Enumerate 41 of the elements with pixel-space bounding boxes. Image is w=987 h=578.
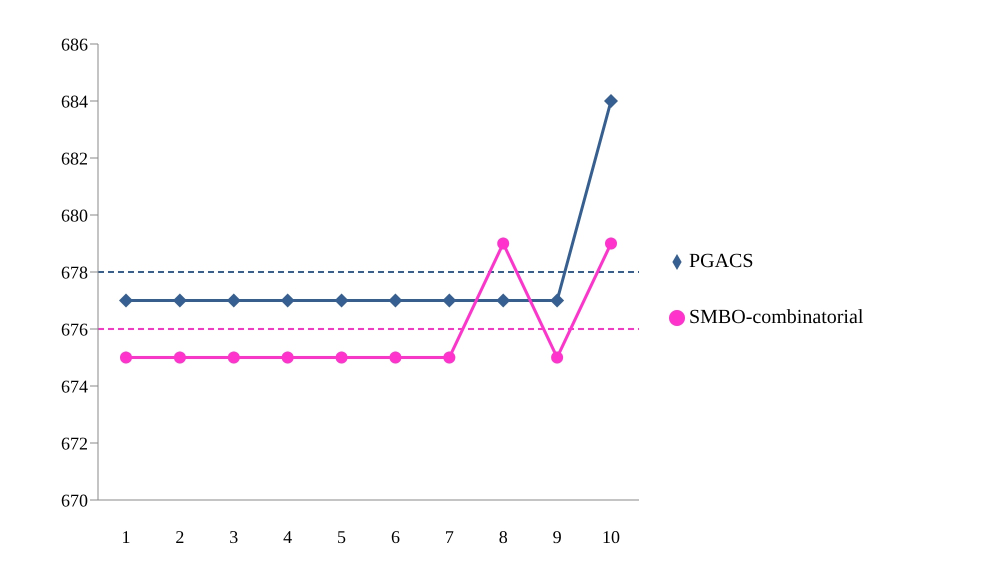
- x-tick-label: 3: [229, 526, 238, 547]
- point: [442, 294, 456, 308]
- point: [336, 352, 348, 364]
- point: [120, 352, 132, 364]
- point: [334, 294, 349, 308]
- y-tick-label: 676: [61, 319, 88, 340]
- y-tick-label: 682: [61, 148, 88, 168]
- point: [604, 94, 618, 108]
- y-tick-label: 672: [61, 433, 88, 454]
- y-tick-label: 684: [61, 91, 88, 112]
- point: [605, 238, 617, 250]
- point: [443, 352, 456, 364]
- x-tick-label: 7: [444, 526, 454, 547]
- x-tick-label: 6: [390, 526, 400, 547]
- point: [226, 294, 241, 308]
- point: [228, 352, 240, 364]
- point: [172, 294, 187, 308]
- point: [174, 352, 186, 364]
- point: [496, 294, 510, 308]
- x-tick-label: 10: [602, 526, 620, 547]
- legend-label: SMBO-combinatorial: [689, 306, 864, 328]
- x-tick-label: 2: [175, 526, 184, 547]
- x-tick-label: 5: [337, 526, 346, 547]
- point: [550, 294, 564, 308]
- x-tick-label: 9: [552, 526, 562, 547]
- x-tick-label: 1: [122, 526, 130, 547]
- y-tick-label: 674: [61, 376, 88, 396]
- y-tick-label: 680: [61, 205, 88, 226]
- point: [280, 294, 295, 308]
- y-tick-label: 678: [61, 262, 88, 282]
- point: [282, 352, 294, 364]
- point: [497, 238, 510, 250]
- point: [389, 352, 402, 364]
- point: [388, 294, 402, 308]
- y-tick-label: 670: [61, 490, 88, 510]
- y-tick-label: 686: [61, 34, 88, 54]
- x-tick-label: 4: [283, 526, 292, 547]
- legend-label: PGACS: [689, 250, 754, 272]
- x-tick-label: 8: [498, 526, 508, 547]
- point: [119, 294, 133, 308]
- point: [551, 352, 564, 364]
